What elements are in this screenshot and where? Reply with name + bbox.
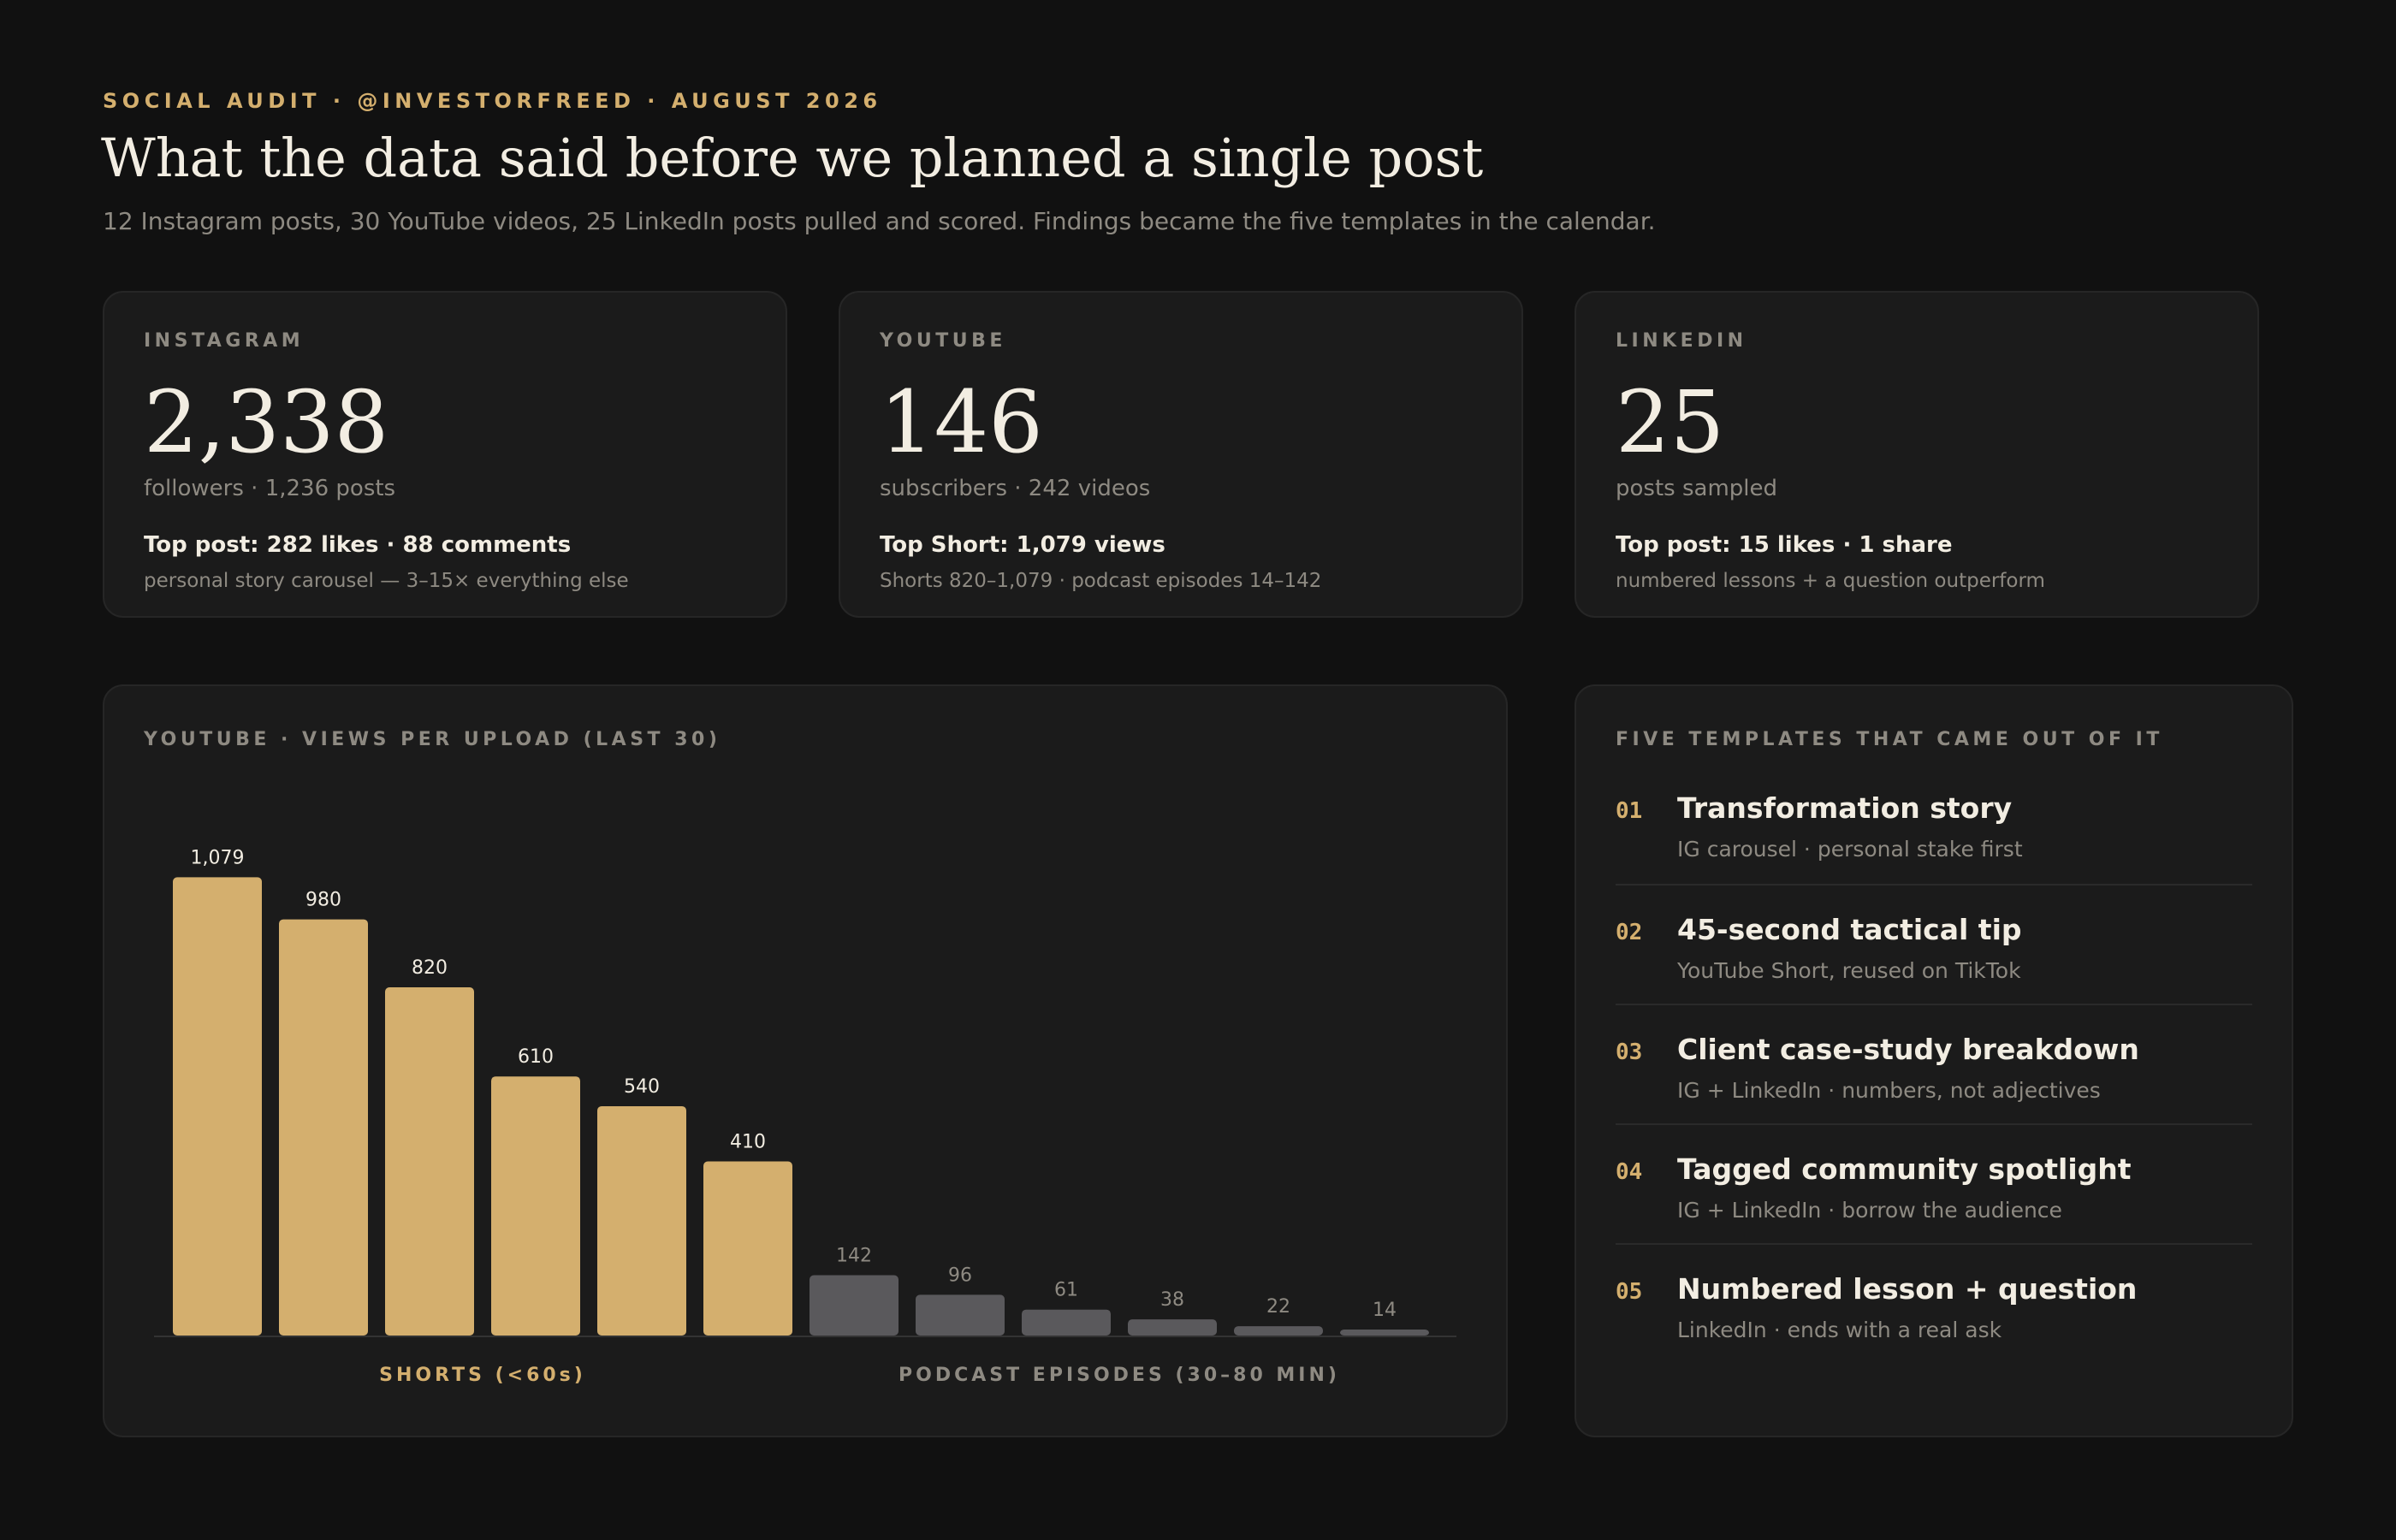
bar-value-label: 22	[1266, 1296, 1290, 1318]
bar-short-2	[279, 919, 368, 1336]
page-title: What the data said before we planned a s…	[101, 127, 1484, 189]
template-description: IG carousel · personal stake first	[1677, 837, 2023, 862]
bar-podcast-3	[1022, 1309, 1111, 1336]
stat-subtext: subscribers · 242 videos	[880, 476, 1151, 501]
stat-note: personal story carousel — 3–15× everythi…	[144, 570, 629, 592]
template-number: 03	[1616, 1040, 1643, 1065]
stat-label: INSTAGRAM	[144, 330, 305, 352]
template-item: 04 Tagged community spotlight IG + Linke…	[1616, 1123, 2252, 1243]
stat-top-post: Top post: 15 likes · 1 share	[1616, 532, 1953, 558]
audit-eyebrow: SOCIAL AUDIT · @INVESTORFREED · AUGUST 2…	[103, 89, 882, 113]
bar-value-label: 61	[1054, 1280, 1078, 1301]
stat-value: 146	[880, 372, 1043, 472]
templates-card: FIVE TEMPLATES THAT CAME OUT OF IT 01 Tr…	[1575, 684, 2293, 1437]
bar-value-label: 96	[948, 1265, 972, 1286]
bar-short-1	[173, 877, 262, 1336]
bar-podcast-4	[1128, 1319, 1217, 1336]
bar-value-label: 540	[624, 1076, 660, 1098]
bar-value-label: 1,079	[191, 847, 245, 868]
stat-subtext: followers · 1,236 posts	[144, 476, 396, 501]
template-description: YouTube Short, reused on TikTok	[1677, 958, 2021, 983]
chart-title: YOUTUBE · VIEWS PER UPLOAD (LAST 30)	[144, 729, 721, 750]
stat-label: YOUTUBE	[880, 330, 1006, 352]
bar-value-label: 820	[412, 957, 448, 979]
bar-value-label: 410	[730, 1131, 766, 1152]
stat-label: LINKEDIN	[1616, 330, 1747, 352]
templates-list: 01 Transformation story IG carousel · pe…	[1616, 791, 2252, 1363]
bar-podcast-1	[810, 1275, 898, 1336]
youtube-views-chart-card: YOUTUBE · VIEWS PER UPLOAD (LAST 30) 1,0…	[103, 684, 1508, 1437]
template-title: Numbered lesson + question	[1677, 1272, 2138, 1306]
youtube-stat-card: YOUTUBE 146 subscribers · 242 videos Top…	[839, 291, 1523, 618]
linkedin-stat-card: LINKEDIN 25 posts sampled Top post: 15 l…	[1575, 291, 2259, 618]
bar-short-3	[385, 986, 474, 1336]
bar-podcast-5	[1234, 1326, 1323, 1336]
bar-short-5	[597, 1105, 686, 1336]
shorts-group-label: SHORTS (<60s)	[379, 1365, 586, 1386]
bar-value-label: 610	[518, 1046, 554, 1068]
template-description: IG + LinkedIn · borrow the audience	[1677, 1198, 2062, 1223]
stat-value: 25	[1616, 372, 1725, 472]
bar-value-label: 980	[305, 890, 341, 911]
stat-note: numbered lessons + a question outperform	[1616, 570, 2045, 592]
bar-short-4	[491, 1076, 580, 1336]
bar-value-label: 142	[836, 1246, 872, 1267]
stat-value: 2,338	[144, 372, 389, 472]
bar-short-6	[703, 1161, 792, 1336]
template-number: 04	[1616, 1159, 1643, 1185]
page-subtitle: 12 Instagram posts, 30 YouTube videos, 2…	[103, 207, 1656, 235]
template-item: 02 45-second tactical tip YouTube Short,…	[1616, 884, 2252, 1004]
template-title: 45-second tactical tip	[1677, 913, 2022, 946]
template-number: 02	[1616, 920, 1643, 945]
stat-subtext: posts sampled	[1616, 476, 1777, 501]
bar-podcast-6	[1340, 1330, 1429, 1336]
podcast-group-label: PODCAST EPISODES (30–80 MIN)	[898, 1365, 1340, 1386]
bar-value-label: 38	[1160, 1289, 1184, 1311]
bar-podcast-2	[916, 1294, 1005, 1336]
instagram-stat-card: INSTAGRAM 2,338 followers · 1,236 posts …	[103, 291, 787, 618]
templates-title: FIVE TEMPLATES THAT CAME OUT OF IT	[1616, 729, 2163, 750]
stat-note: Shorts 820–1,079 · podcast episodes 14–1…	[880, 570, 1322, 592]
template-number: 01	[1616, 798, 1643, 824]
template-title: Tagged community spotlight	[1677, 1152, 2132, 1186]
stat-top-post: Top Short: 1,079 views	[880, 532, 1165, 558]
template-number: 05	[1616, 1279, 1643, 1305]
template-item: 03 Client case-study breakdown IG + Link…	[1616, 1004, 2252, 1123]
stat-top-post: Top post: 282 likes · 88 comments	[144, 532, 572, 558]
template-description: LinkedIn · ends with a real ask	[1677, 1318, 2002, 1342]
template-description: IG + LinkedIn · numbers, not adjectives	[1677, 1078, 2101, 1103]
template-item: 05 Numbered lesson + question LinkedIn ·…	[1616, 1243, 2252, 1363]
template-title: Transformation story	[1677, 791, 2013, 825]
bar-value-label: 14	[1373, 1300, 1397, 1321]
template-title: Client case-study breakdown	[1677, 1033, 2139, 1066]
template-item: 01 Transformation story IG carousel · pe…	[1616, 791, 2252, 884]
views-bar-chart: 1,079 980 820 610 540 410 SHORTS (<60s) 142 96 61…	[154, 847, 1456, 1386]
